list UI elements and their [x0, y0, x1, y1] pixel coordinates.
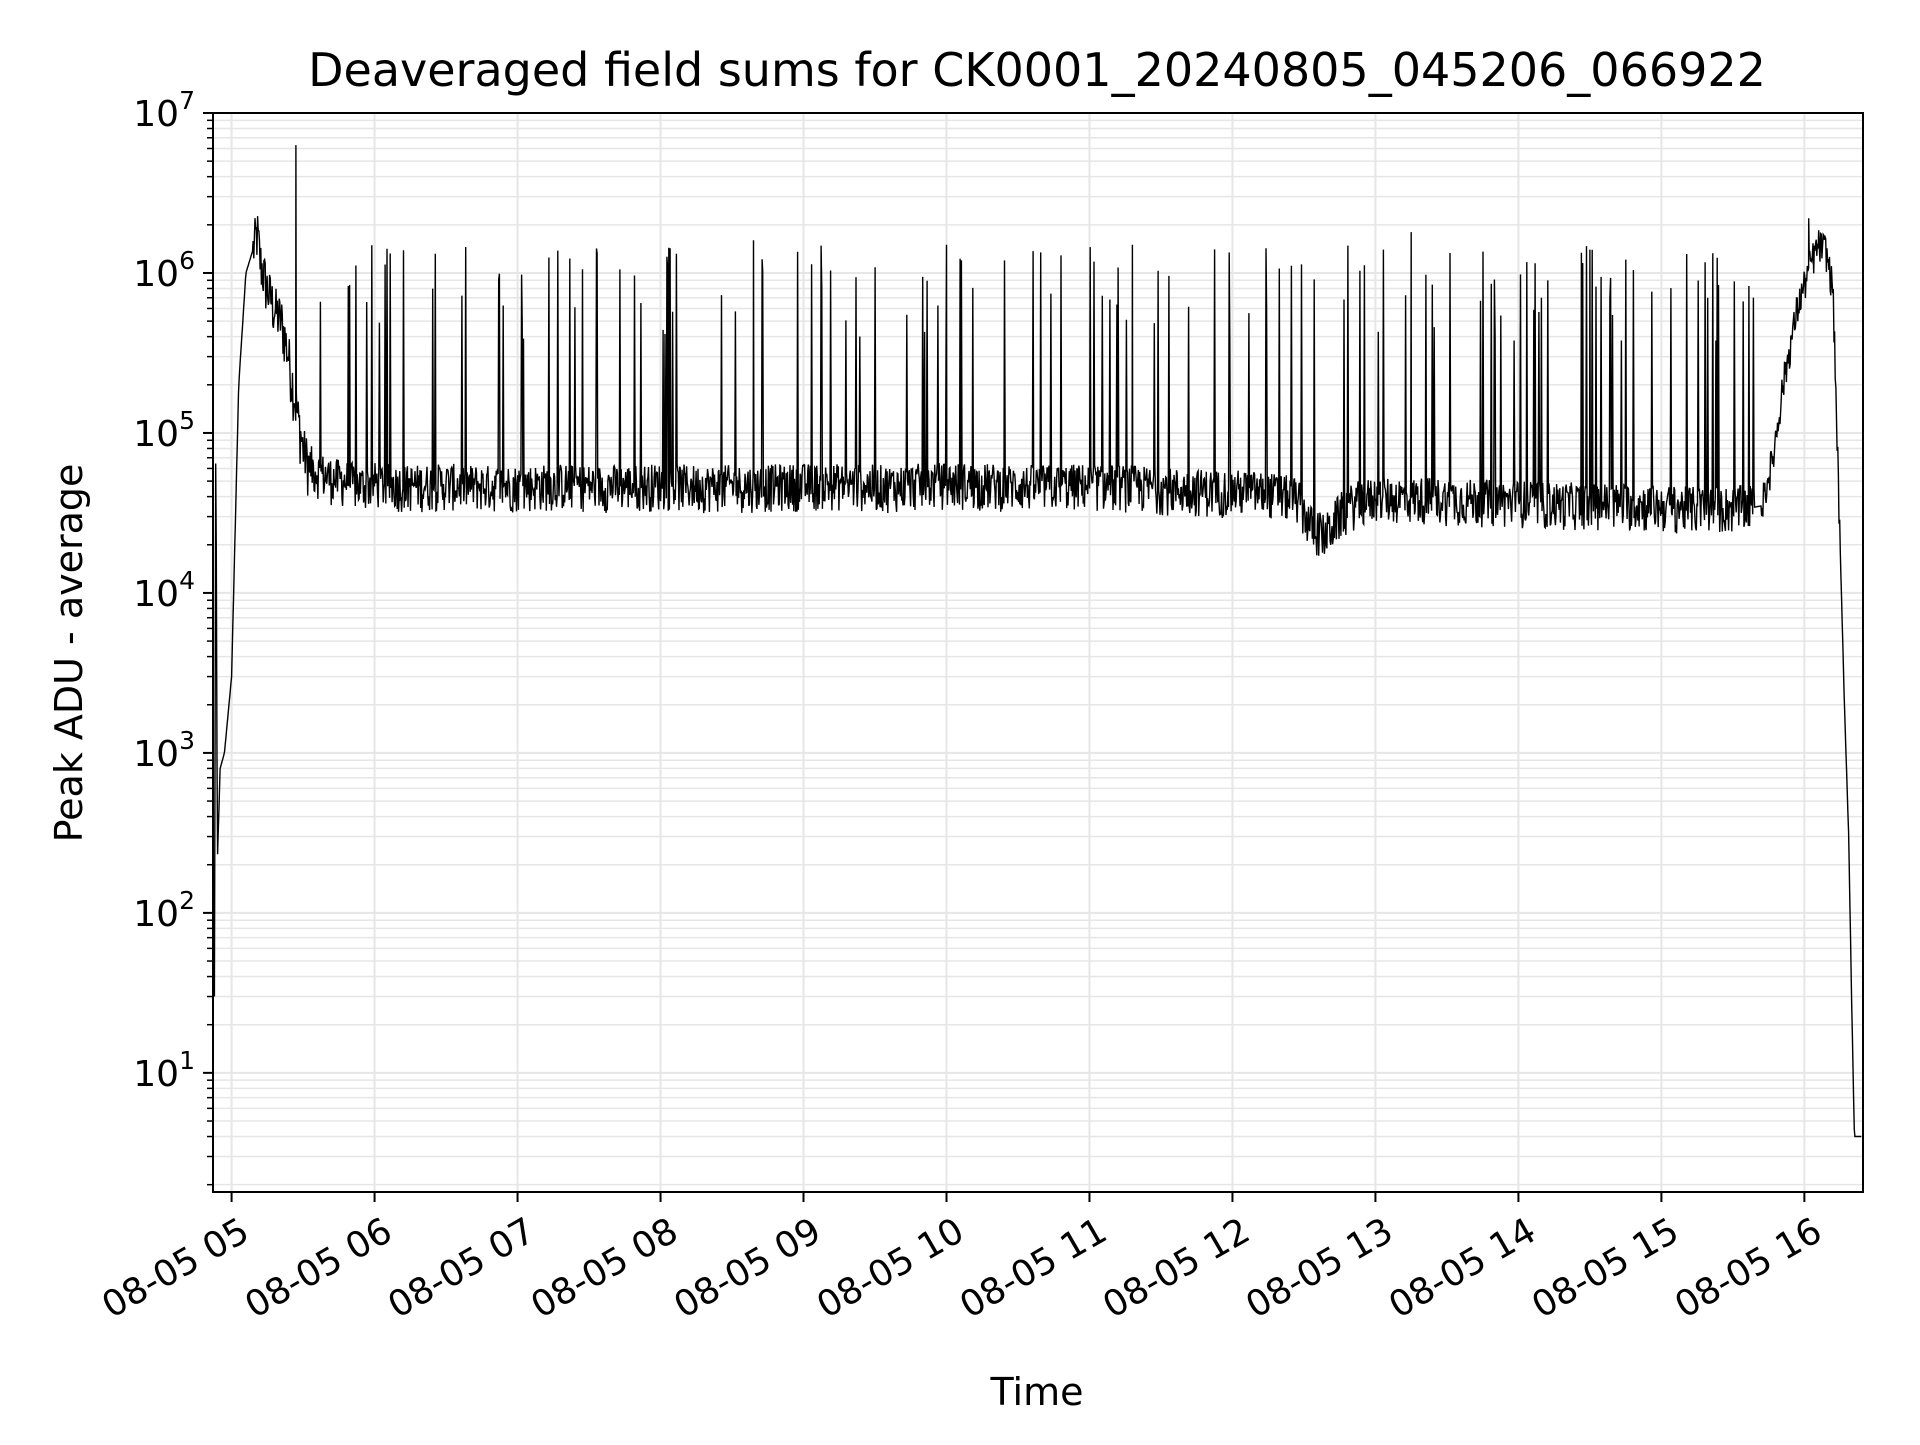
y-axis-label: Peak ADU - average	[47, 464, 91, 843]
series-line	[213, 145, 1862, 1138]
plot-frame	[212, 112, 1864, 1193]
y-tick-label: 102	[133, 886, 195, 935]
y-tick-label: 103	[133, 726, 195, 775]
y-tick-label: 104	[133, 566, 195, 615]
chart-title: Deaveraged field sums for CK0001_2024080…	[308, 43, 1766, 97]
y-tick-label: 101	[133, 1046, 195, 1095]
y-tick-label: 105	[133, 406, 195, 455]
x-axis-label: Time	[990, 1370, 1084, 1414]
data-layer	[213, 145, 1862, 1138]
grid-layer	[213, 112, 1863, 1192]
y-tick-label: 106	[133, 246, 195, 295]
y-tick-label: 107	[133, 86, 195, 135]
